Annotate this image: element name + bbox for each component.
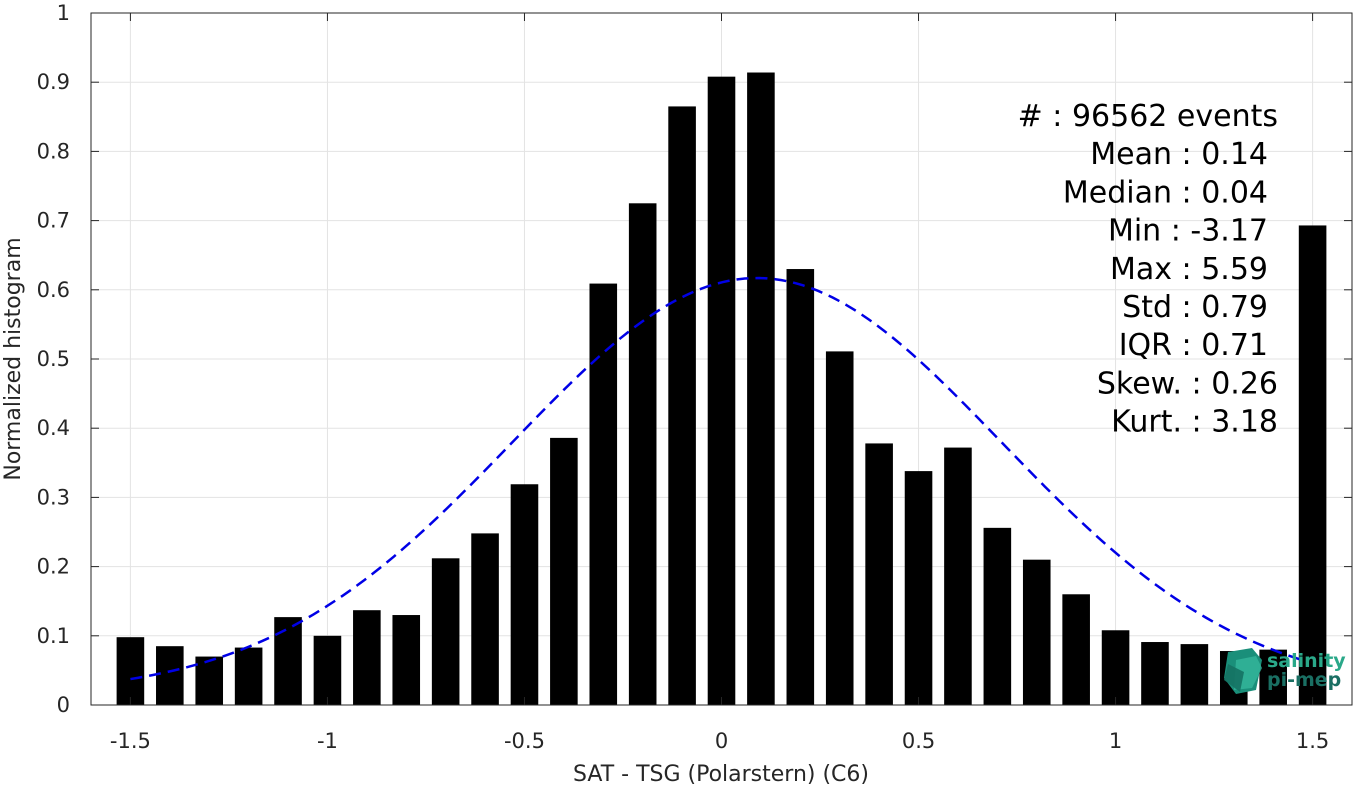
stat-line-1: Mean : 0.14 [1090,137,1268,172]
x-tick-label-0: -1.5 [110,729,151,753]
y-tick-label-1: 0.1 [37,624,70,648]
bar-11 [550,437,578,705]
bar-5 [313,635,342,705]
stat-label-8: Kurt. [1111,405,1191,440]
bar-13 [628,203,657,706]
bar-18 [825,351,854,705]
bar-15 [707,76,736,705]
bar-27 [1180,644,1209,705]
bar-17 [786,269,815,705]
bar-1 [156,646,184,705]
stat-label-4: Max [1110,252,1182,287]
fit-curve [130,276,1302,681]
bar-29 [1259,649,1287,705]
stat-label-1: Mean [1090,137,1181,172]
stat-value-5: : 0.79 [1182,290,1268,325]
logo-text-line1: salinity [1267,650,1346,672]
y-tick-label-5: 0.5 [37,347,70,371]
stat-line-7: Skew. : 0.26 [1097,366,1278,401]
stat-line-8: Kurt. : 3.18 [1111,405,1278,440]
y-tick-labels: 0 0.1 0.2 0.3 0.4 0.5 0.6 0.7 0.8 0.9 1 [37,1,70,717]
x-axis-label: SAT - TSG (Polarstern) (C6) [573,762,869,785]
bar-16 [747,72,775,705]
stat-label-2: Median [1063,175,1182,210]
logo-text-line2: pi-mep [1267,669,1341,691]
stat-value-0: : 96562 events [1052,99,1278,134]
bar-22 [983,527,1012,705]
bar-9 [471,533,499,705]
bar-21 [944,447,972,705]
bar-14 [668,106,696,706]
y-tick-label-0: 0 [57,693,70,717]
stat-value-2: : 0.04 [1182,175,1268,210]
x-tick-label-4: 0.5 [902,729,935,753]
bar-2 [195,656,224,705]
stat-value-3: : -3.17 [1171,214,1268,249]
bar-19 [865,443,893,705]
axes [90,12,1353,706]
bar-26 [1141,642,1169,705]
x-tick-label-2: -0.5 [504,729,545,753]
y-tick-label-6: 0.6 [37,278,70,302]
stat-line-3: Min : -3.17 [1108,214,1268,249]
stat-line-5: Std : 0.79 [1122,290,1268,325]
bar-23 [1022,559,1051,705]
y-axis-label: Normalized histogram [1,237,26,480]
stat-line-2: Median : 0.04 [1063,175,1268,210]
bar-4 [274,617,302,705]
stat-label-0: # [1018,99,1053,134]
stat-value-1: : 0.14 [1182,137,1268,172]
stat-value-8: : 3.18 [1192,405,1278,440]
y-tick-label-2: 0.2 [37,555,70,579]
y-tick-label-9: 0.9 [37,70,70,94]
bar-3 [234,647,263,705]
stat-label-6: IQR [1119,328,1182,363]
bar-20 [904,471,933,705]
x-tick-label-1: -1 [317,729,338,753]
bar-0 [116,637,145,705]
y-tick-label-10: 1 [57,1,70,25]
stat-label-5: Std [1122,290,1181,325]
x-tick-label-6: 1.5 [1296,729,1329,753]
bar-25 [1101,630,1130,705]
stat-label-7: Skew. [1097,366,1192,401]
bar-12 [589,283,618,705]
x-tick-labels: -1.5 -1 -0.5 0 0.5 1 1.5 [110,729,1329,753]
y-tick-label-8: 0.8 [37,139,70,163]
bar-6 [353,610,381,705]
stat-value-4: : 5.59 [1182,252,1268,287]
bar-7 [392,615,421,705]
y-tick-label-3: 0.3 [37,485,70,509]
stat-line-0: # : 96562 events [1018,99,1278,134]
stat-value-7: : 0.26 [1192,366,1278,401]
bar-30 [1298,225,1327,705]
bar-10 [510,484,539,705]
salinity-pimep-logo: salinity pi-mep [1224,648,1346,694]
bar-8 [431,558,460,705]
stat-value-6: : 0.71 [1182,328,1268,363]
y-tick-label-4: 0.4 [37,416,70,440]
x-tick-label-3: 0 [715,729,728,753]
stat-line-6: IQR : 0.71 [1119,328,1268,363]
y-tick-label-7: 0.7 [37,209,70,233]
x-tick-label-5: 1 [1109,729,1122,753]
logo-mark-icon [1224,648,1262,694]
stat-line-4: Max : 5.59 [1110,252,1268,287]
bar-24 [1062,594,1090,705]
bars [116,72,1327,706]
stat-label-3: Min [1108,214,1171,249]
